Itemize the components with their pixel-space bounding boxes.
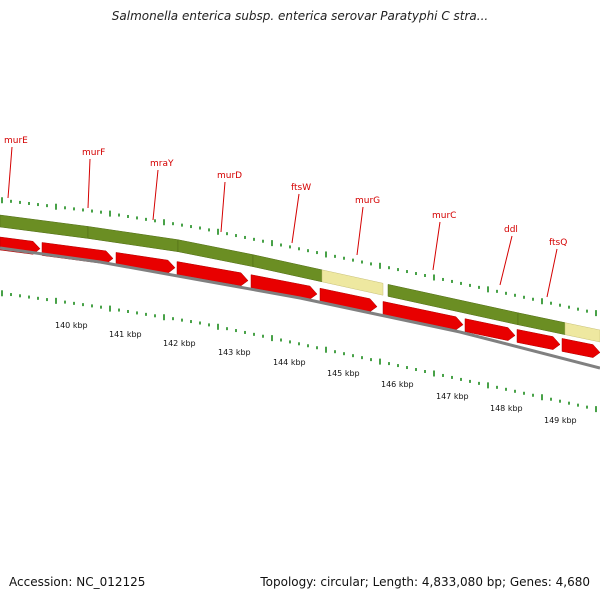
gene-leader-line bbox=[220, 181, 226, 233]
scale-label: 144 kbp bbox=[273, 358, 306, 367]
scale-label: 147 kbp bbox=[436, 392, 469, 401]
gene-label-ftsQ: ftsQ bbox=[549, 238, 567, 248]
gene-label-murG: murG bbox=[355, 196, 380, 206]
cds-arrow bbox=[176, 261, 249, 287]
cds-arrow bbox=[250, 274, 318, 300]
gene-bar bbox=[564, 322, 600, 343]
gene-label-mraY: mraY bbox=[150, 159, 174, 169]
scale-label: 148 kbp bbox=[490, 404, 523, 413]
gene-leader-line bbox=[432, 221, 441, 271]
gene-leader-line bbox=[546, 248, 558, 298]
gene-track bbox=[0, 214, 600, 343]
gene-label-ftsW: ftsW bbox=[291, 183, 311, 193]
scale-label: 142 kbp bbox=[163, 339, 196, 348]
gene-label-murC: murC bbox=[432, 211, 456, 221]
gene-bar bbox=[321, 269, 384, 296]
gene-label-ddl: ddl bbox=[504, 225, 518, 235]
scale-label: 146 kbp bbox=[381, 380, 414, 389]
scale-label: 149 kbp bbox=[544, 416, 577, 425]
scale-label-group: 140 kbp 141 kbp 142 kbp 143 kbp 144 kbp 145 k… bbox=[55, 321, 577, 425]
backbone-group bbox=[0, 246, 600, 370]
gene-label-murF: murF bbox=[82, 148, 105, 158]
cds-arrow bbox=[516, 329, 561, 350]
scale-tick-marks bbox=[1, 290, 597, 413]
gene-bar bbox=[0, 214, 89, 239]
scale-label: 145 kbp bbox=[327, 369, 360, 378]
scale-label: 141 kbp bbox=[109, 330, 142, 339]
accession-text: Accession: NC_012125 bbox=[9, 575, 146, 589]
cds-arrow bbox=[382, 301, 464, 331]
backbone-line bbox=[0, 246, 600, 370]
scale-label: 140 kbp bbox=[55, 321, 88, 330]
scale-label: 143 kbp bbox=[218, 348, 251, 357]
genome-title: Salmonella enterica subsp. enterica sero… bbox=[111, 9, 489, 23]
cds-arrow bbox=[464, 318, 516, 341]
gene-label-group: murE murF mraY murD ftsW murG murC ddl ftsQ bbox=[4, 136, 567, 298]
cds-arrow bbox=[115, 252, 176, 274]
gene-label-murD: murD bbox=[217, 171, 242, 181]
gene-label-murE: murE bbox=[4, 136, 28, 146]
gene-bar bbox=[87, 226, 179, 252]
gene-leader-line bbox=[356, 206, 364, 256]
gene-leader-line bbox=[152, 169, 159, 221]
cds-arrow bbox=[41, 242, 114, 265]
cds-arrow bbox=[319, 287, 378, 312]
gene-leader-line bbox=[7, 146, 13, 199]
gene-leader-line bbox=[499, 235, 513, 286]
gene-leader-line bbox=[87, 158, 91, 209]
gene-tick-marks bbox=[1, 197, 597, 317]
cds-arrow bbox=[561, 338, 600, 358]
gene-leader-line bbox=[291, 193, 300, 244]
cds-arrow-track bbox=[0, 236, 600, 358]
gene-bar bbox=[177, 239, 254, 267]
genome-summary: Topology: circular; Length: 4,833,080 bp… bbox=[260, 575, 590, 589]
